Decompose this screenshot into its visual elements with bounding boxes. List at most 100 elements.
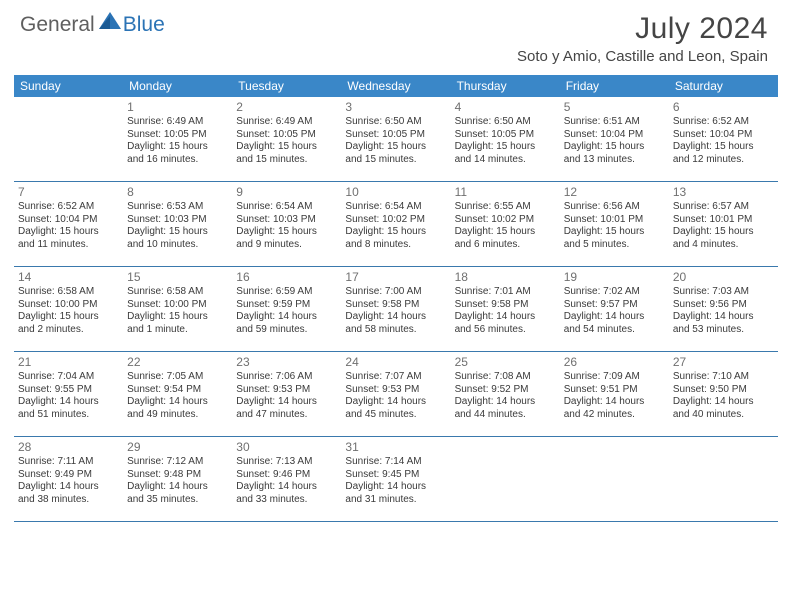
day-info-line: and 8 minutes. xyxy=(345,239,446,252)
day-number: 9 xyxy=(236,185,337,200)
day-number: 17 xyxy=(345,270,446,285)
day-info-line: Daylight: 14 hours xyxy=(673,311,774,324)
day-cell: 7Sunrise: 6:52 AMSunset: 10:04 PMDayligh… xyxy=(14,182,123,266)
day-info-line: Sunset: 9:52 PM xyxy=(455,384,556,397)
day-cell xyxy=(669,437,778,521)
day-info-line: and 33 minutes. xyxy=(236,494,337,507)
day-number: 25 xyxy=(455,355,556,370)
day-info-line: and 1 minute. xyxy=(127,324,228,337)
day-info-line: Sunrise: 7:10 AM xyxy=(673,371,774,384)
day-number: 30 xyxy=(236,440,337,455)
day-info-line: Sunset: 9:54 PM xyxy=(127,384,228,397)
day-info-line: and 47 minutes. xyxy=(236,409,337,422)
day-info-line: Sunrise: 7:14 AM xyxy=(345,456,446,469)
day-number: 20 xyxy=(673,270,774,285)
day-info-line: Sunset: 10:05 PM xyxy=(455,129,556,142)
day-info-line: and 16 minutes. xyxy=(127,154,228,167)
day-info-line: Sunset: 9:59 PM xyxy=(236,299,337,312)
day-info-line: Sunrise: 7:03 AM xyxy=(673,286,774,299)
month-title: July 2024 xyxy=(517,12,768,46)
day-info-line: Sunset: 10:04 PM xyxy=(18,214,119,227)
day-cell: 8Sunrise: 6:53 AMSunset: 10:03 PMDayligh… xyxy=(123,182,232,266)
day-info-line: Daylight: 15 hours xyxy=(127,226,228,239)
day-cell: 22Sunrise: 7:05 AMSunset: 9:54 PMDayligh… xyxy=(123,352,232,436)
location-text: Soto y Amio, Castille and Leon, Spain xyxy=(517,48,768,65)
day-info-line: Sunset: 10:02 PM xyxy=(345,214,446,227)
day-info-line: and 59 minutes. xyxy=(236,324,337,337)
day-number: 26 xyxy=(564,355,665,370)
day-info-line: Daylight: 14 hours xyxy=(18,396,119,409)
day-info-line: Daylight: 14 hours xyxy=(345,396,446,409)
day-cell: 3Sunrise: 6:50 AMSunset: 10:05 PMDayligh… xyxy=(341,97,450,181)
day-cell: 15Sunrise: 6:58 AMSunset: 10:00 PMDaylig… xyxy=(123,267,232,351)
day-info-line: and 45 minutes. xyxy=(345,409,446,422)
day-info-line: Daylight: 14 hours xyxy=(455,311,556,324)
day-info-line: Daylight: 14 hours xyxy=(673,396,774,409)
day-cell: 4Sunrise: 6:50 AMSunset: 10:05 PMDayligh… xyxy=(451,97,560,181)
day-info-line: Daylight: 15 hours xyxy=(18,226,119,239)
day-cell: 26Sunrise: 7:09 AMSunset: 9:51 PMDayligh… xyxy=(560,352,669,436)
day-header-cell: Sunday xyxy=(14,75,123,97)
day-number: 21 xyxy=(18,355,119,370)
day-info-line: Sunset: 10:05 PM xyxy=(236,129,337,142)
day-number: 16 xyxy=(236,270,337,285)
day-info-line: Sunrise: 6:56 AM xyxy=(564,201,665,214)
day-info-line: Daylight: 14 hours xyxy=(236,481,337,494)
day-info-line: Sunset: 9:50 PM xyxy=(673,384,774,397)
day-cell: 1Sunrise: 6:49 AMSunset: 10:05 PMDayligh… xyxy=(123,97,232,181)
day-number: 10 xyxy=(345,185,446,200)
title-block: July 2024 Soto y Amio, Castille and Leon… xyxy=(517,12,768,65)
day-info-line: Sunset: 10:01 PM xyxy=(673,214,774,227)
day-info-line: and 11 minutes. xyxy=(18,239,119,252)
day-info-line: Daylight: 15 hours xyxy=(236,141,337,154)
day-cell: 17Sunrise: 7:00 AMSunset: 9:58 PMDayligh… xyxy=(341,267,450,351)
day-number: 12 xyxy=(564,185,665,200)
day-info-line: and 54 minutes. xyxy=(564,324,665,337)
day-header-row: SundayMondayTuesdayWednesdayThursdayFrid… xyxy=(14,75,778,97)
day-info-line: Sunset: 9:53 PM xyxy=(236,384,337,397)
day-info-line: and 12 minutes. xyxy=(673,154,774,167)
day-info-line: and 2 minutes. xyxy=(18,324,119,337)
day-info-line: Sunrise: 6:55 AM xyxy=(455,201,556,214)
day-info-line: Sunrise: 7:04 AM xyxy=(18,371,119,384)
day-cell: 2Sunrise: 6:49 AMSunset: 10:05 PMDayligh… xyxy=(232,97,341,181)
day-info-line: Sunset: 10:03 PM xyxy=(127,214,228,227)
day-info-line: Sunset: 10:00 PM xyxy=(127,299,228,312)
logo-text-blue: Blue xyxy=(123,13,165,37)
day-info-line: Sunrise: 6:51 AM xyxy=(564,116,665,129)
day-info-line: Sunset: 10:04 PM xyxy=(564,129,665,142)
day-info-line: Daylight: 14 hours xyxy=(236,396,337,409)
day-cell: 12Sunrise: 6:56 AMSunset: 10:01 PMDaylig… xyxy=(560,182,669,266)
day-cell xyxy=(14,97,123,181)
day-info-line: Sunrise: 7:13 AM xyxy=(236,456,337,469)
day-info-line: Sunset: 10:01 PM xyxy=(564,214,665,227)
logo-text-general: General xyxy=(20,13,95,37)
day-info-line: and 38 minutes. xyxy=(18,494,119,507)
day-info-line: Sunrise: 6:54 AM xyxy=(345,201,446,214)
day-number: 3 xyxy=(345,100,446,115)
day-number: 18 xyxy=(455,270,556,285)
day-info-line: Sunset: 9:58 PM xyxy=(345,299,446,312)
day-cell: 11Sunrise: 6:55 AMSunset: 10:02 PMDaylig… xyxy=(451,182,560,266)
day-cell: 31Sunrise: 7:14 AMSunset: 9:45 PMDayligh… xyxy=(341,437,450,521)
day-info-line: Daylight: 14 hours xyxy=(18,481,119,494)
day-info-line: Sunrise: 7:11 AM xyxy=(18,456,119,469)
day-cell: 13Sunrise: 6:57 AMSunset: 10:01 PMDaylig… xyxy=(669,182,778,266)
day-info-line: and 15 minutes. xyxy=(345,154,446,167)
day-info-line: Sunrise: 6:54 AM xyxy=(236,201,337,214)
day-info-line: Sunrise: 6:49 AM xyxy=(127,116,228,129)
day-info-line: Daylight: 15 hours xyxy=(236,226,337,239)
day-number: 28 xyxy=(18,440,119,455)
day-info-line: Daylight: 15 hours xyxy=(455,141,556,154)
day-cell: 24Sunrise: 7:07 AMSunset: 9:53 PMDayligh… xyxy=(341,352,450,436)
day-info-line: and 56 minutes. xyxy=(455,324,556,337)
day-number: 1 xyxy=(127,100,228,115)
day-header-cell: Friday xyxy=(560,75,669,97)
week-row: 1Sunrise: 6:49 AMSunset: 10:05 PMDayligh… xyxy=(14,97,778,182)
day-info-line: Sunrise: 6:59 AM xyxy=(236,286,337,299)
calendar-body: 1Sunrise: 6:49 AMSunset: 10:05 PMDayligh… xyxy=(0,97,792,522)
day-info-line: and 14 minutes. xyxy=(455,154,556,167)
day-cell: 27Sunrise: 7:10 AMSunset: 9:50 PMDayligh… xyxy=(669,352,778,436)
day-info-line: and 15 minutes. xyxy=(236,154,337,167)
day-number: 13 xyxy=(673,185,774,200)
